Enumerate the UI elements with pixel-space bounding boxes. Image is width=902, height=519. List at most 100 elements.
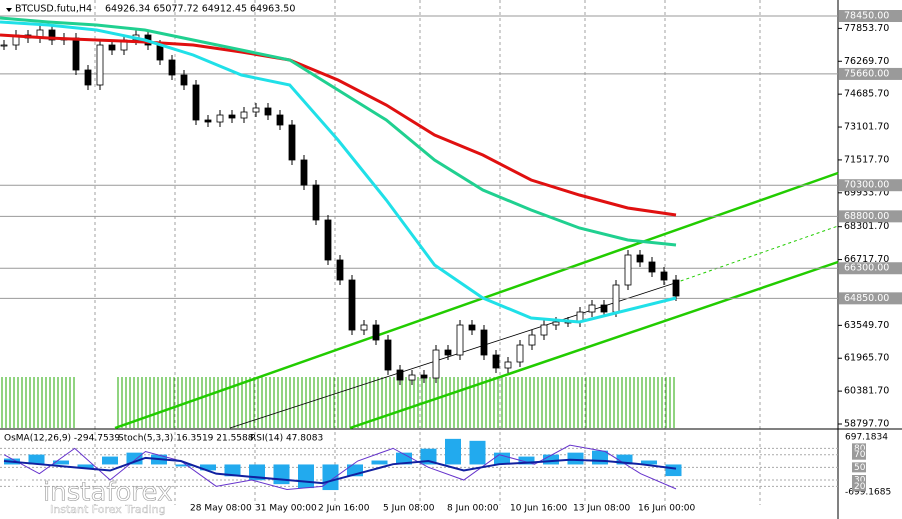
level-box <box>839 292 902 305</box>
logo: instaforex Instant Forex Trading <box>9 477 173 516</box>
osma-bar <box>102 456 118 465</box>
y-tick-label: 66717.70 <box>844 254 889 265</box>
moving-average <box>0 33 677 217</box>
candle <box>204 119 212 123</box>
candle <box>384 339 392 371</box>
osma-bar <box>224 464 241 477</box>
level-box <box>839 179 902 192</box>
y-tick-label: 58797.70 <box>844 418 889 429</box>
level-label: 64850.00 <box>844 293 889 304</box>
candle <box>408 374 416 381</box>
osc-level-label: 30 <box>854 476 866 486</box>
candle <box>672 279 680 297</box>
candle <box>552 321 560 326</box>
x-tick-label: 5 Jun 08:00 <box>383 504 435 514</box>
level-box <box>839 10 902 23</box>
osma-bar <box>641 460 657 465</box>
trend-channel <box>114 171 839 430</box>
osc-level-box <box>852 462 866 473</box>
level-label: 78450.00 <box>844 11 889 22</box>
level-label: 66300.00 <box>844 263 889 274</box>
y-tick-label: 77853.70 <box>844 23 889 34</box>
moving-average <box>0 20 677 324</box>
osc-level-box <box>852 443 866 454</box>
candle <box>168 59 176 76</box>
osma-bar <box>445 438 461 465</box>
level-label: 75660.00 <box>844 68 889 79</box>
y-tick-label: 63549.70 <box>844 320 889 331</box>
candle <box>504 361 512 369</box>
candle <box>48 29 56 41</box>
osma-bar <box>518 456 535 465</box>
osma-bar <box>28 454 45 465</box>
stoch-label: Stoch(5,3,3) 16.3519 21.5588 <box>118 434 254 444</box>
candle <box>228 114 236 119</box>
osma-bar <box>273 464 290 485</box>
osma-bar <box>322 464 339 491</box>
candle <box>0 44 8 47</box>
osma-bar <box>396 452 412 465</box>
osma-bar <box>543 454 559 465</box>
candle <box>588 304 596 313</box>
candle <box>624 254 632 286</box>
osma-bar <box>469 440 486 465</box>
stoch-line <box>3 444 677 491</box>
candle <box>180 74 188 86</box>
level-box <box>839 262 902 275</box>
menu-arrow[interactable] <box>6 8 12 12</box>
candle <box>396 369 404 381</box>
candle <box>156 44 164 61</box>
osma-bar <box>665 464 682 477</box>
candle <box>276 114 284 126</box>
y-tick-label: 61965.70 <box>844 353 889 364</box>
candle <box>84 69 92 86</box>
osma-bar <box>53 460 69 465</box>
candle <box>360 324 368 331</box>
x-tick-label: 2 Jun 16:00 <box>318 504 370 514</box>
candle <box>336 259 344 281</box>
brand: instaforex <box>43 478 172 508</box>
candle <box>480 329 488 356</box>
osc-level-label: 20 <box>854 482 866 492</box>
candle <box>240 111 248 119</box>
candle <box>456 324 464 356</box>
osc-level-label: 70 <box>854 450 866 460</box>
x-tick-label: 10 Jun 16:00 <box>510 504 567 514</box>
level-box <box>839 67 902 80</box>
rsi-label: RSI(14) 47.8083 <box>250 434 323 444</box>
osma-bar <box>567 452 584 465</box>
candle <box>312 184 320 221</box>
candle <box>324 219 332 261</box>
osma-bar <box>175 464 192 467</box>
candle <box>432 349 440 379</box>
osma-tick-label: -699.1685 <box>845 488 891 498</box>
candle <box>636 254 644 263</box>
level-box <box>839 210 902 223</box>
x-tick-label: 31 May 00:00 <box>255 504 317 514</box>
candle <box>372 324 380 341</box>
y-tick-label: 69933.70 <box>844 187 889 198</box>
candle <box>96 44 104 86</box>
candle <box>612 284 620 313</box>
osma-tick-label: 697.1834 <box>845 433 888 443</box>
x-tick-label: 8 Jun 00:00 <box>447 504 499 514</box>
level-label: 70300.00 <box>844 180 889 191</box>
candle <box>660 271 668 281</box>
candle <box>540 324 548 336</box>
candle <box>420 374 428 379</box>
candle <box>648 261 656 273</box>
osc-level-label: 80 <box>854 444 866 454</box>
candle <box>264 107 272 116</box>
x-tick-label: 16 Jun 00:00 <box>638 504 695 514</box>
y-tick-label: 74685.70 <box>844 89 889 100</box>
osc-level-box <box>852 481 866 492</box>
y-tick-label: 71517.70 <box>844 154 889 165</box>
osc-level-box <box>852 475 866 486</box>
osc-level-label: 50 <box>854 463 866 473</box>
candle <box>300 159 308 186</box>
candle <box>72 37 80 71</box>
candle <box>468 324 476 331</box>
x-tick-label: 28 May 08:00 <box>190 504 252 514</box>
